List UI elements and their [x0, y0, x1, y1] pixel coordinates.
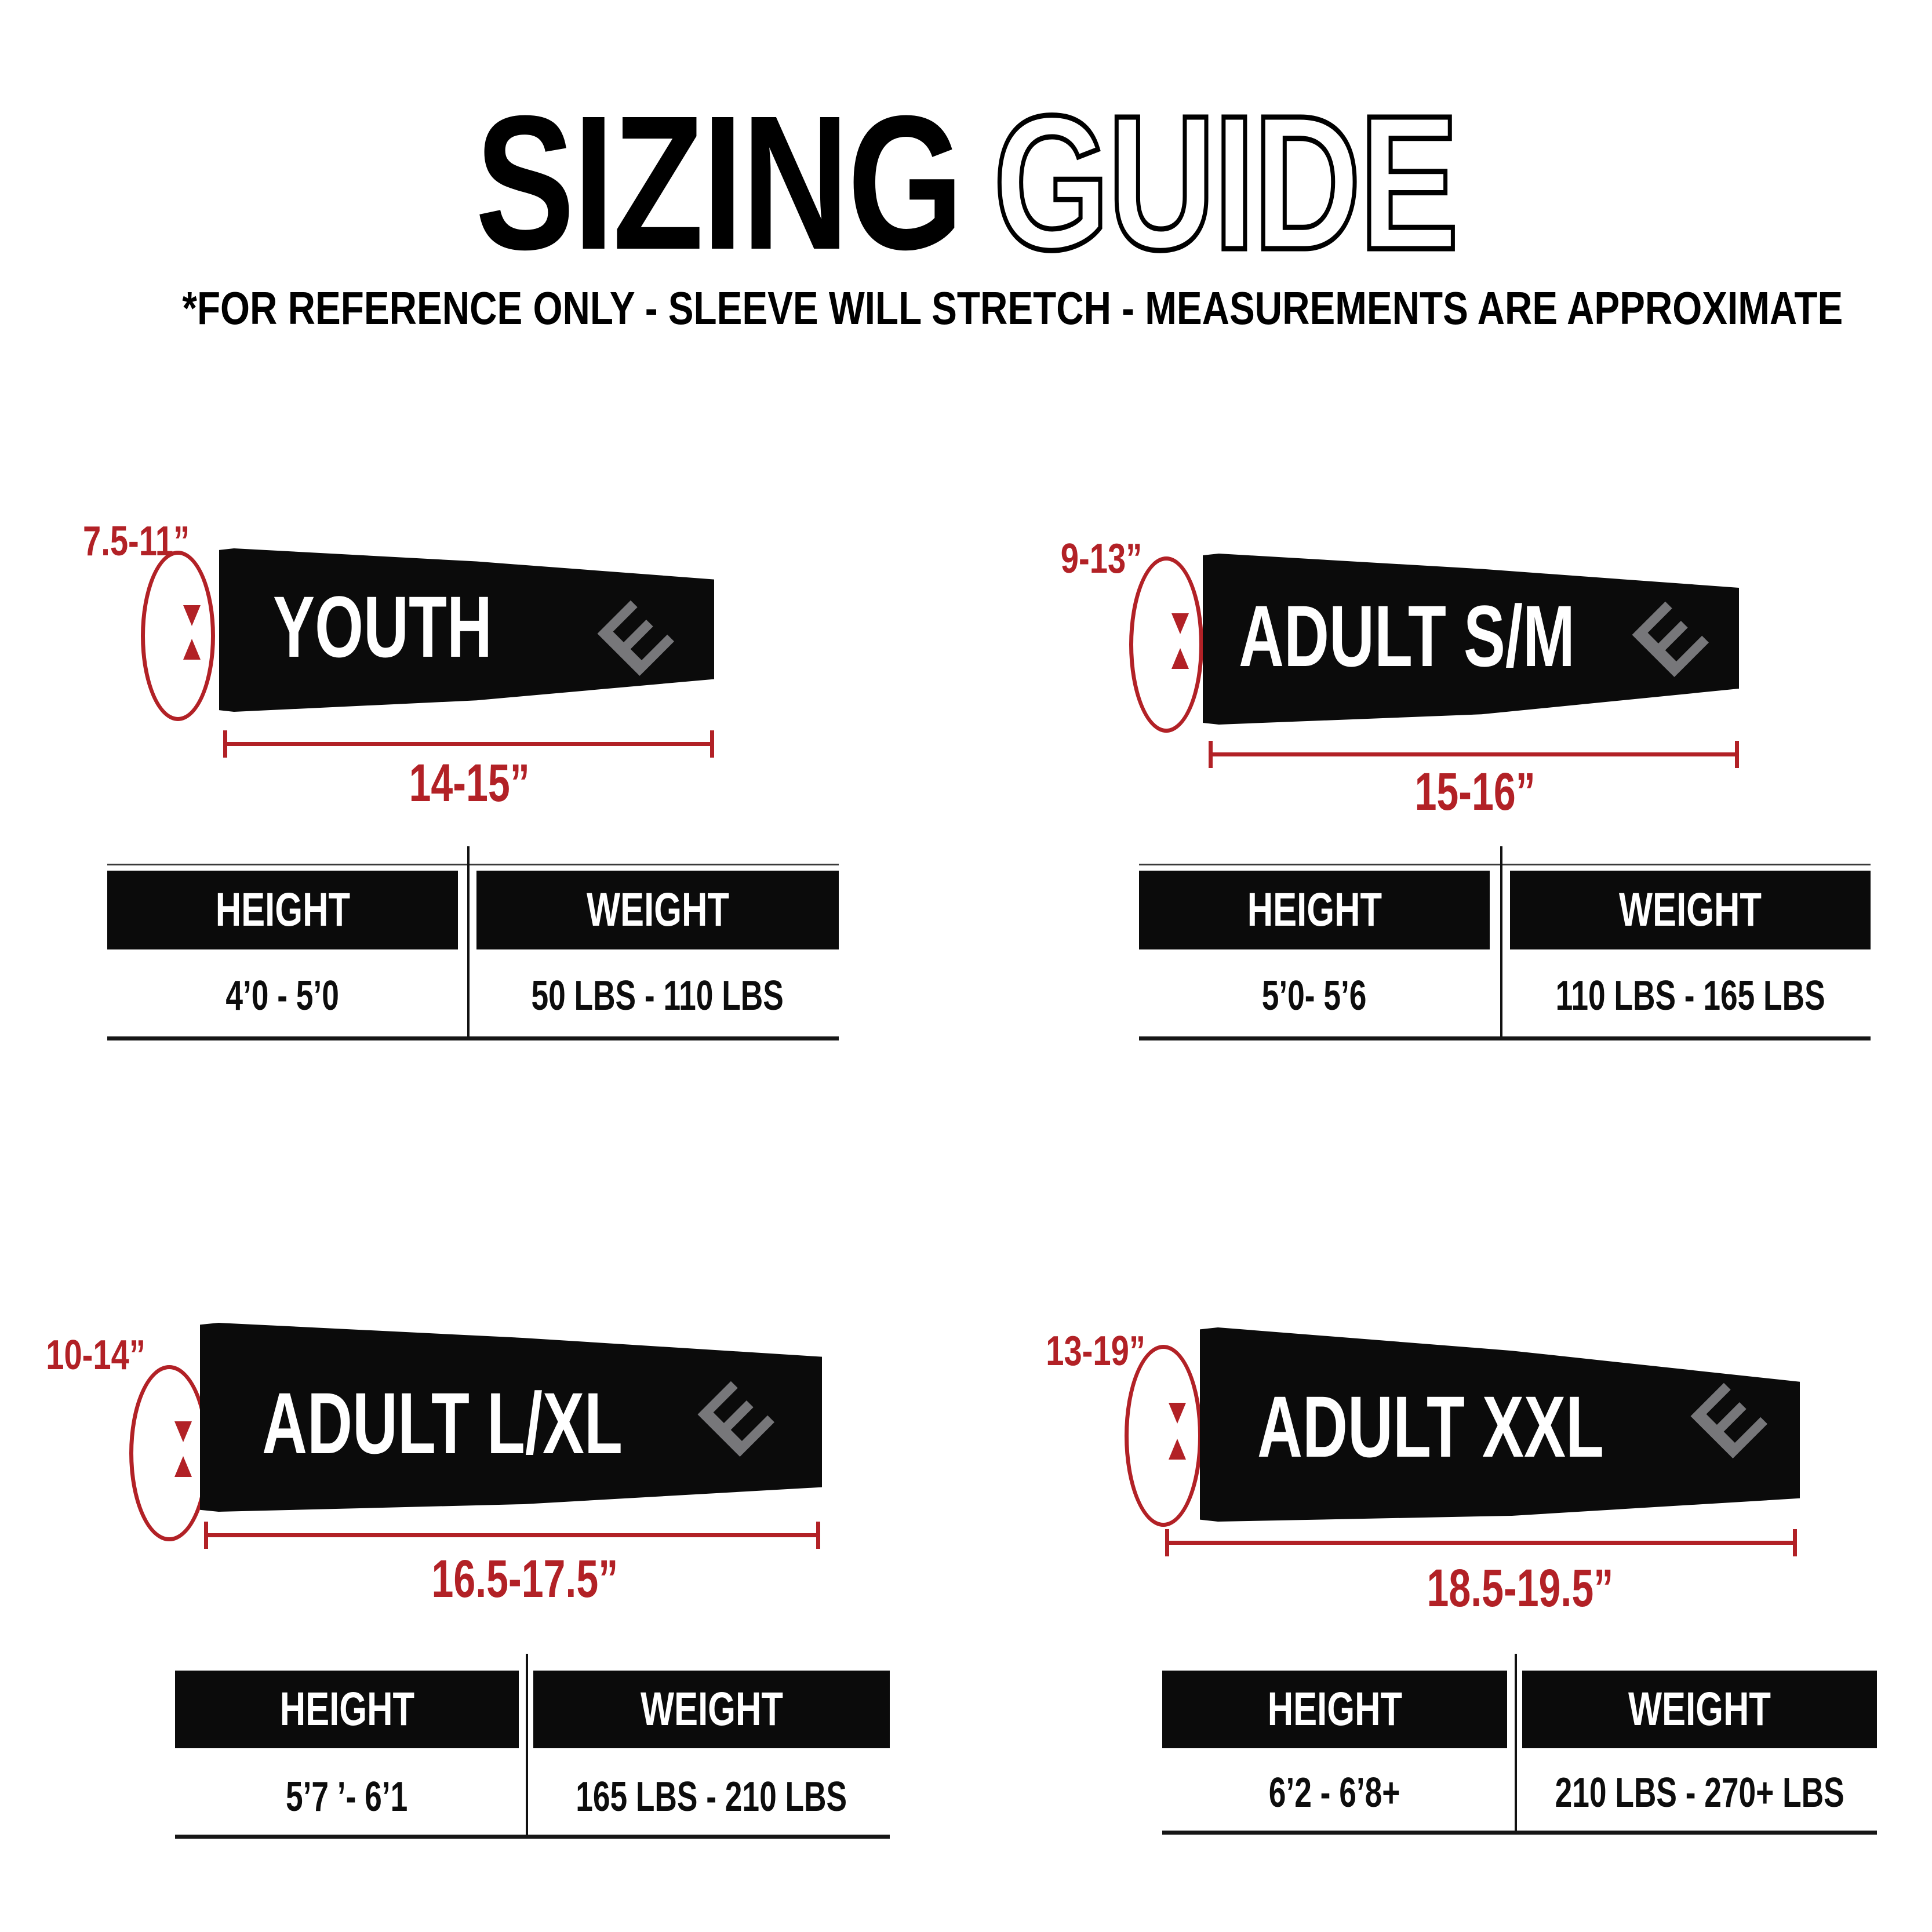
height-value-cell: 6’2 - 6’8+ — [1269, 1770, 1400, 1816]
page-title: SIZING GUIDE — [0, 84, 1932, 281]
weight-header-cell: WEIGHT — [1522, 1671, 1877, 1748]
table-top-rule — [1139, 864, 1871, 865]
arrow-down-icon — [1171, 613, 1189, 634]
weight-header-cell: WEIGHT — [476, 871, 839, 949]
height-header-cell: HEIGHT — [175, 1671, 519, 1748]
length-line — [1165, 1529, 1797, 1556]
size-table: HEIGHT WEIGHT 6’2 - 6’8+ 210 LBS - 270+ … — [1162, 1654, 1877, 1839]
circumference-ellipse — [1129, 556, 1203, 733]
table-divider — [1515, 1654, 1517, 1835]
sleeve-size-name: ADULT L/XL — [262, 1374, 623, 1472]
table-bottom-rule — [175, 1835, 890, 1839]
table-divider — [526, 1654, 528, 1839]
circumference-label: 7.5-11” — [82, 518, 190, 565]
circumference-ellipse — [141, 551, 215, 721]
arrow-down-icon — [174, 1421, 192, 1442]
sleeve-graphic: ADULT L/XL E — [200, 1323, 822, 1512]
brand-e-logo-icon: E — [679, 1364, 790, 1475]
table-divider — [467, 846, 470, 1039]
size-table: HEIGHT WEIGHT 4’0 - 5’0 50 LBS - 110 LBS — [107, 846, 839, 1043]
weight-value-cell: 110 LBS - 165 LBS — [1555, 973, 1825, 1019]
size-table: HEIGHT WEIGHT 5’0- 5’6 110 LBS - 165 LBS — [1139, 846, 1871, 1043]
length-label: 15-16” — [1414, 762, 1536, 821]
height-value-cell: 4’0 - 5’0 — [225, 973, 340, 1019]
sleeve-graphic: ADULT XXL E — [1200, 1327, 1800, 1522]
arrow-down-icon — [1169, 1403, 1186, 1424]
weight-header-cell: WEIGHT — [533, 1671, 890, 1748]
circumference-ellipse — [129, 1365, 209, 1541]
length-line — [223, 730, 714, 758]
height-header-cell: HEIGHT — [107, 871, 458, 949]
sleeve-graphic: YOUTH E — [219, 548, 714, 712]
sleeve-size-name: YOUTH — [272, 578, 492, 676]
height-header-cell: HEIGHT — [1162, 1671, 1507, 1748]
brand-e-logo-icon: E — [1614, 584, 1724, 694]
table-bottom-rule — [1139, 1036, 1871, 1040]
arrow-up-icon — [1171, 648, 1189, 669]
height-value-cell: 5’0- 5’6 — [1262, 973, 1367, 1019]
length-line — [1209, 741, 1739, 768]
table-divider — [1500, 846, 1502, 1039]
brand-e-logo-icon: E — [1673, 1366, 1783, 1476]
disclaimer-text: *FOR REFERENCE ONLY - SLEEVE WILL STRETC… — [182, 282, 1843, 334]
circumference-label: 10-14” — [46, 1332, 145, 1378]
sleeve-size-name: ADULT S/M — [1238, 587, 1575, 685]
length-label: 18.5-19.5” — [1427, 1559, 1613, 1618]
height-header-cell: HEIGHT — [1139, 871, 1490, 949]
height-value-cell: 5’7 ’- 6’1 — [286, 1774, 408, 1820]
brand-e-logo-icon: E — [580, 583, 690, 693]
table-bottom-rule — [107, 1036, 839, 1040]
circumference-label: 9-13” — [1060, 536, 1143, 582]
size-table: HEIGHT WEIGHT 5’7 ’- 6’1 165 LBS - 210 L… — [175, 1654, 890, 1843]
arrow-up-icon — [174, 1456, 192, 1477]
arrow-up-icon — [183, 639, 201, 660]
sleeve-graphic: ADULT S/M E — [1203, 554, 1739, 725]
sleeve-size-name: ADULT XXL — [1257, 1377, 1604, 1475]
title-solid-word: SIZING — [475, 75, 963, 289]
weight-value-cell: 210 LBS - 270+ LBS — [1555, 1770, 1844, 1816]
length-label: 14-15” — [409, 754, 530, 813]
length-label: 16.5-17.5” — [431, 1549, 618, 1609]
weight-header-cell: WEIGHT — [1510, 871, 1871, 949]
table-top-rule — [107, 864, 839, 865]
title-outline-word: GUIDE — [991, 75, 1461, 289]
length-line — [204, 1522, 820, 1549]
circumference-label: 13-19” — [1046, 1328, 1145, 1374]
arrow-down-icon — [183, 605, 201, 626]
weight-value-cell: 165 LBS - 210 LBS — [576, 1774, 847, 1820]
table-bottom-rule — [1162, 1831, 1877, 1835]
arrow-up-icon — [1169, 1439, 1186, 1460]
weight-value-cell: 50 LBS - 110 LBS — [531, 973, 784, 1019]
circumference-ellipse — [1125, 1345, 1202, 1527]
